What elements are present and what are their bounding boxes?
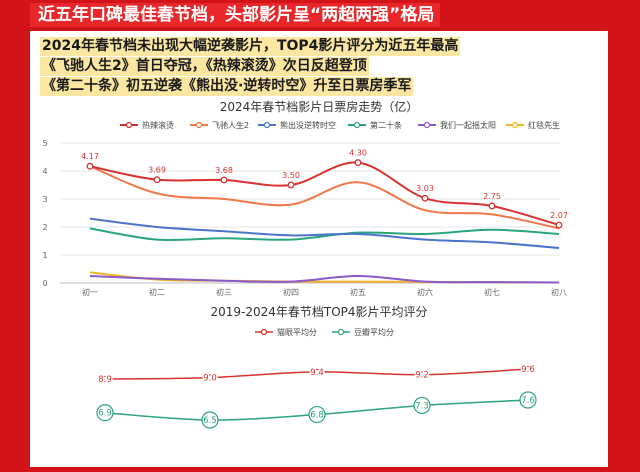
legend-marker bbox=[195, 121, 203, 129]
y-tick-label: 0 bbox=[42, 279, 47, 288]
legend-label: 飞驰人生2 bbox=[212, 120, 249, 130]
y-tick-label: 3 bbox=[42, 195, 47, 204]
data-point bbox=[287, 181, 295, 189]
y-tick-label: 1 bbox=[42, 251, 47, 260]
data-point bbox=[308, 405, 326, 424]
x-tick-label: 初四 bbox=[283, 287, 299, 297]
data-label: 3.69 bbox=[148, 166, 166, 175]
data-label: 6.8 bbox=[310, 411, 324, 421]
data-point bbox=[101, 375, 109, 383]
data-point bbox=[519, 391, 537, 409]
legend-marker bbox=[353, 121, 361, 129]
data-point bbox=[313, 368, 321, 375]
data-label: 9.2 bbox=[415, 371, 429, 381]
data-label: 7.6 bbox=[521, 396, 535, 406]
data-label: 4.17 bbox=[81, 152, 99, 161]
x-tick-label: 初一 bbox=[82, 287, 98, 297]
x-tick-label: 初六 bbox=[417, 287, 433, 297]
data-label: 4.30 bbox=[349, 149, 367, 158]
data-label: 8.9 bbox=[98, 375, 112, 385]
legend-marker bbox=[263, 121, 271, 129]
legend-marker bbox=[260, 328, 268, 336]
legend-label: 熊出没逆转时空 bbox=[280, 120, 336, 130]
data-point bbox=[524, 365, 532, 373]
data-label: 6.5 bbox=[203, 416, 217, 426]
data-point bbox=[555, 221, 563, 229]
average-rating-chart: 2019-2024年春节档TOP4影片平均评分猫眼平均分豆瓣平均分2019202… bbox=[96, 305, 537, 429]
headline-line-3: 《第二十条》初五逆袭《熊出没·逆转时空》升至日票房季军 bbox=[40, 77, 414, 96]
y-tick-label: 2 bbox=[42, 223, 47, 232]
x-tick-label: 初八 bbox=[551, 287, 567, 297]
data-point bbox=[488, 202, 496, 210]
daily-box-office-chart: 2024年春节档影片日票房走势（亿） 热辣滚烫 飞驰人生2 熊出没逆转时空 第二十条 我们… bbox=[42, 99, 568, 297]
banner-title: 近五年口碑最佳春节档，头部影片呈“两超两强”格局 bbox=[30, 3, 440, 27]
legend-label: 红毯先生 bbox=[528, 120, 560, 130]
legend-label: 热辣滚烫 bbox=[142, 120, 174, 130]
data-point bbox=[354, 159, 362, 167]
legend-marker bbox=[423, 121, 431, 129]
series-line bbox=[89, 165, 560, 230]
legend-label: 第二十条 bbox=[370, 120, 402, 130]
x-tick-label: 初七 bbox=[484, 287, 500, 297]
x-tick-label: 初二 bbox=[149, 287, 165, 297]
data-label: 3.50 bbox=[282, 171, 300, 180]
data-point bbox=[201, 411, 219, 429]
legend-marker bbox=[125, 121, 133, 129]
data-point bbox=[413, 396, 431, 415]
series-line bbox=[89, 227, 560, 242]
data-point bbox=[418, 371, 426, 378]
legend-label: 豆瓣平均分 bbox=[354, 327, 394, 337]
data-label: 7.3 bbox=[415, 401, 429, 411]
headline-line-2: 《飞驰人生2》首日夺冠，《热辣滚烫》次日反超登顶 bbox=[40, 57, 369, 76]
chart-title: 2019-2024年春节档TOP4影片平均评分 bbox=[210, 305, 427, 319]
x-tick-label: 初五 bbox=[350, 287, 366, 297]
data-point bbox=[220, 176, 228, 184]
legend-label: 我们一起摇太阳 bbox=[440, 120, 496, 130]
data-point bbox=[96, 404, 114, 422]
legend-label: 猫眼平均分 bbox=[277, 327, 317, 337]
data-label: 9.6 bbox=[521, 365, 535, 375]
data-point bbox=[206, 374, 214, 381]
data-point bbox=[153, 176, 161, 184]
data-label: 9.4 bbox=[310, 368, 324, 378]
chart-title: 2024年春节档影片日票房走势（亿） bbox=[220, 99, 419, 114]
data-label: 3.68 bbox=[215, 166, 233, 175]
x-tick-label: 初三 bbox=[216, 287, 232, 297]
content-panel: 2024年春节档未出现大幅逆袭影片，TOP4影片评分为近五年最高 《飞驰人生2》… bbox=[30, 31, 608, 467]
data-label: 6.9 bbox=[98, 409, 112, 419]
data-point bbox=[86, 162, 94, 170]
series-line bbox=[89, 271, 560, 284]
data-label: 9.0 bbox=[203, 374, 217, 384]
series-line bbox=[89, 161, 560, 227]
data-point bbox=[421, 194, 429, 202]
data-label: 3.03 bbox=[416, 184, 434, 193]
series-line bbox=[89, 274, 560, 284]
legend-marker bbox=[511, 121, 519, 129]
data-label: 2.07 bbox=[550, 211, 568, 220]
series-line bbox=[89, 217, 560, 249]
y-tick-label: 4 bbox=[42, 167, 47, 176]
legend-marker bbox=[337, 328, 345, 336]
y-tick-label: 5 bbox=[42, 139, 47, 148]
data-label: 2.75 bbox=[483, 192, 501, 201]
headline-line-1: 2024年春节档未出现大幅逆袭影片，TOP4影片评分为近五年最高 bbox=[40, 37, 461, 56]
